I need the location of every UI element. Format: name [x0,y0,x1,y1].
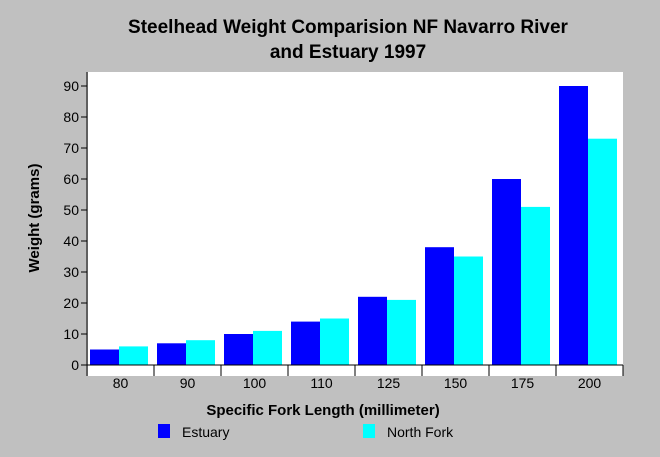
y-tick-label-20: 20 [63,295,79,311]
chart-title: Steelhead Weight Comparision NF Navarro … [128,17,569,38]
bar-estuary-100 [224,334,253,365]
x-tick-label-90: 90 [180,375,196,391]
chart-subtitle: and Estuary 1997 [270,42,426,63]
x-tick-label-125: 125 [377,375,401,391]
legend-label-north-fork: North Fork [387,424,454,440]
bar-north-fork-80 [119,346,148,365]
x-tick-label-100: 100 [243,375,267,391]
bar-estuary-110 [291,321,320,365]
bar-estuary-90 [157,343,186,365]
bar-north-fork-125 [387,299,416,365]
x-tick-label-80: 80 [113,375,129,391]
bar-north-fork-110 [320,318,349,365]
x-tick-label-175: 175 [511,375,535,391]
bars-group [90,86,617,365]
y-tick-label-30: 30 [63,264,79,280]
x-tick-label-110: 110 [310,375,333,391]
legend-swatch-estuary [158,424,170,438]
x-axis-label: Specific Fork Length (millimeter) [206,402,439,419]
bar-estuary-175 [492,179,521,365]
y-tick-label-40: 40 [63,233,79,249]
x-tick-label-150: 150 [444,375,468,391]
y-tick-label-70: 70 [63,140,79,156]
x-tick-label-200: 200 [578,375,602,391]
y-tick-label-90: 90 [63,78,79,94]
y-tick-label-60: 60 [63,171,79,187]
y-tick-label-80: 80 [63,109,79,125]
y-tick-label-50: 50 [63,202,79,218]
legend-label-estuary: Estuary [182,424,229,440]
bar-north-fork-200 [588,138,617,365]
y-tick-label-10: 10 [63,326,79,342]
bar-estuary-150 [425,247,454,365]
bar-north-fork-100 [253,330,282,365]
bar-north-fork-175 [521,206,550,365]
y-tick-label-0: 0 [71,357,79,373]
bar-estuary-125 [358,296,387,365]
bar-estuary-200 [559,86,588,365]
axes-group: 0 10 20 30 40 50 60 70 80 90 80 90 100 110 125 150 175 20… [63,72,624,391]
legend-swatch-north-fork [363,424,375,438]
bar-north-fork-90 [186,340,215,365]
legend: Estuary North Fork [158,424,454,440]
y-axis-label: Weight (grams) [26,164,43,273]
bar-estuary-80 [90,349,119,365]
bar-north-fork-150 [454,256,483,365]
